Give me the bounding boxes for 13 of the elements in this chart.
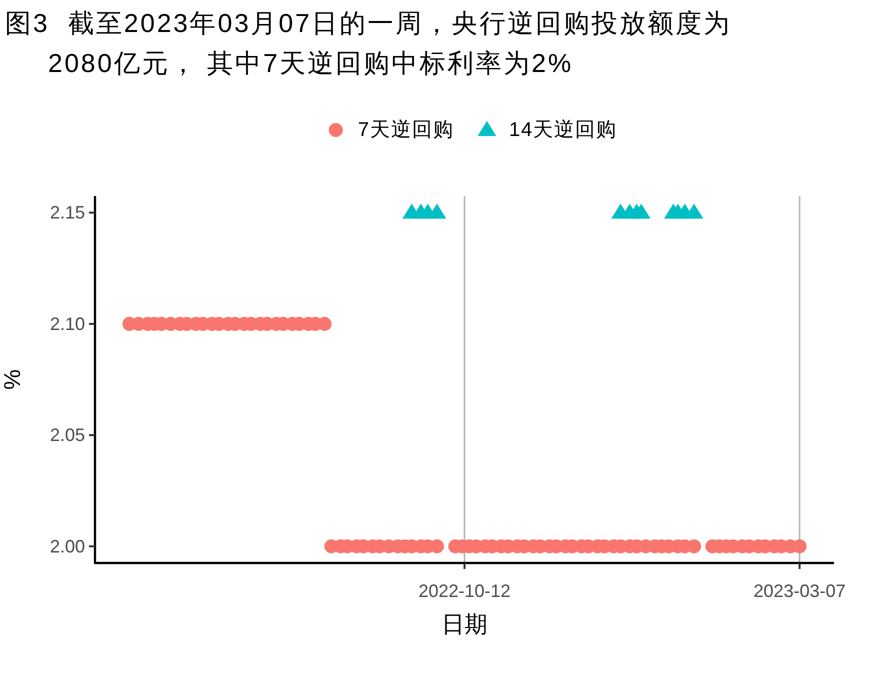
x-axis-title: 日期 xyxy=(442,611,488,637)
x-tick-label: 2022-10-12 xyxy=(418,581,511,601)
y-axis-title: % xyxy=(0,369,25,390)
y-tick-label: 2.00 xyxy=(50,536,85,556)
legend-item: 14天逆回购 xyxy=(478,119,618,141)
y-tick-label: 2.05 xyxy=(50,425,85,446)
legend-label: 14天逆回购 xyxy=(508,119,618,141)
y-tick-label: 2.15 xyxy=(50,202,85,223)
legend-item: 7天逆回购 xyxy=(328,119,454,141)
y-tick-label: 2.10 xyxy=(50,314,85,334)
chart-title: 图3 截至2023年03月07日的一周，央行逆回购投放额度为2080亿元， 其中7天逆回购中标利率为2% xyxy=(5,7,733,80)
x-tick-label: 2023-03-07 xyxy=(754,581,846,601)
legend-label: 7天逆回购 xyxy=(358,119,454,141)
